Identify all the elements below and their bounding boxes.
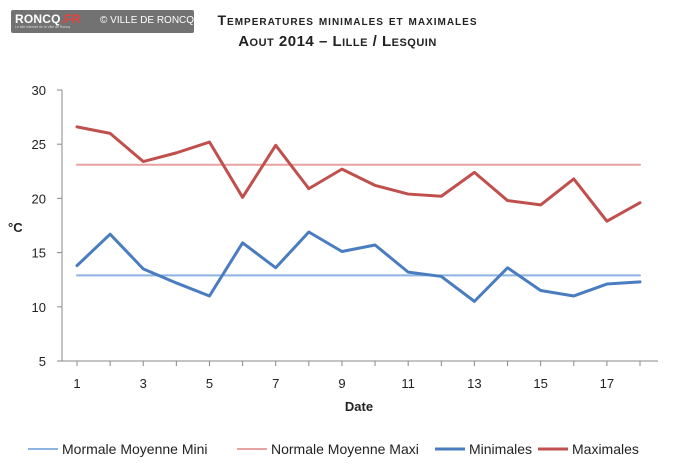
legend-label-1: Normale Moyenne Maxi <box>271 441 419 457</box>
series-line-2 <box>75 230 642 303</box>
x-tick-label: 5 <box>206 376 213 391</box>
y-tick-label: 15 <box>32 246 46 261</box>
series-lines <box>75 125 642 303</box>
axis-tick-marks <box>57 89 641 366</box>
legend-label-2: Minimales <box>469 441 532 457</box>
y-tick-label: 10 <box>32 300 46 315</box>
x-tick-labels: 1 3 5 7 9 11 13 15 17 <box>73 376 614 391</box>
y-tick-label: 25 <box>32 137 46 152</box>
x-tick-label: 17 <box>600 376 614 391</box>
y-tick-label: 30 <box>32 83 46 98</box>
legend-label-0: Mormale Moyenne Mini <box>62 441 208 457</box>
chart-title: Temperatures minimales et maximales <box>217 12 478 28</box>
x-tick-label: 9 <box>338 376 345 391</box>
legend-label-3: Maximales <box>572 441 639 457</box>
watermark-copyright: © VILLE DE RONCQ <box>100 15 195 26</box>
x-tick-label: 7 <box>272 376 279 391</box>
x-tick-label: 11 <box>401 376 415 391</box>
chart-subtitle: Aout 2014 – Lille / Lesquin <box>238 33 437 50</box>
series-line-3 <box>75 125 642 223</box>
x-tick-label: 3 <box>140 376 147 391</box>
y-tick-labels: 5 10 15 20 25 30 <box>32 83 46 369</box>
watermark-tagline: Le site internet de la Ville de Roncq <box>15 25 70 29</box>
y-tick-label: 5 <box>39 354 46 369</box>
y-tick-label: 20 <box>32 191 46 206</box>
watermark-banner: RONCQ.FR Le site internet de la Ville de… <box>11 10 194 33</box>
logo-accent-text: .FR <box>60 12 81 26</box>
x-tick-label: 13 <box>467 376 481 391</box>
watermark-logo: RONCQ.FR <box>15 12 81 26</box>
x-axis-title: Date <box>345 399 373 414</box>
legend: Mormale Moyenne Mini Normale Moyenne Maxi… <box>28 441 639 457</box>
y-axis-title: °C <box>8 220 23 235</box>
x-tick-label: 1 <box>73 376 80 391</box>
x-tick-label: 15 <box>533 376 547 391</box>
logo-main-text: RONCQ <box>15 12 61 26</box>
